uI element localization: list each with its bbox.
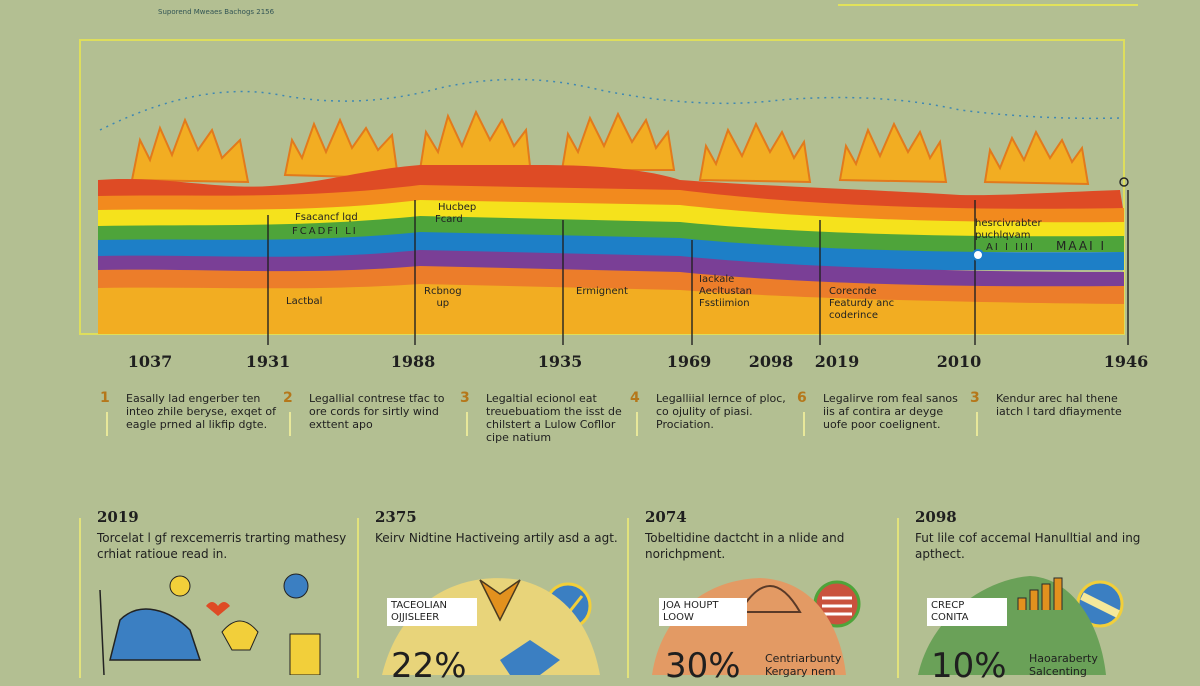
flame-2	[283, 117, 400, 180]
card-percent: 10%	[931, 646, 1007, 686]
year-label: 1946	[1103, 352, 1149, 371]
card-percent: 30%	[665, 646, 741, 686]
band-label-g: Ermignent	[576, 286, 628, 297]
caption: Suporend Mweaes Bachogs 2156	[158, 8, 275, 16]
step-number: 4	[630, 390, 640, 406]
card-year: 2074	[645, 508, 687, 526]
band-label-c: Hucbep	[438, 202, 477, 213]
card-2074: 2074 Tobeltidine dactcht in a nlide and …	[627, 508, 891, 686]
step-divider	[976, 412, 978, 436]
tree-icon	[479, 579, 521, 622]
flame-3	[418, 109, 532, 172]
year-label: 1037	[127, 352, 173, 371]
pin-icon-b	[283, 573, 309, 599]
card-description: Tobeltidine dactcht in a nlide and noric…	[645, 531, 845, 561]
band-label-j-l2: puchlqvam	[975, 230, 1031, 241]
year-label: 2010	[936, 352, 982, 371]
bulb-icon	[221, 620, 259, 651]
band-label-h: Iackale Aecltustan Fsstiimion	[699, 274, 752, 310]
band-gold	[98, 284, 1124, 334]
flame-5	[698, 121, 812, 184]
band-label-i-l1: Corecnde	[829, 286, 877, 297]
bird-icon	[500, 640, 560, 675]
timeline-end	[1119, 177, 1129, 187]
stripes-icon	[822, 596, 852, 616]
card-year: 2019	[97, 508, 139, 526]
step-number: 6	[797, 390, 807, 406]
year-label: 1988	[390, 352, 436, 371]
year-label: 2019	[814, 352, 860, 371]
band-label-j-l1: hesrcivrabter	[975, 218, 1042, 229]
band-label-h-l1: Iackale	[699, 274, 735, 285]
band-label-j: hesrcivrabter puchlqvam	[975, 218, 1042, 242]
heart-icon	[206, 602, 230, 616]
card-percent: 22%	[391, 646, 467, 686]
step-text: Kendur arec hal thene iatch l tard dfiay…	[996, 392, 1122, 418]
band-label-e: Lactbal	[286, 296, 323, 307]
band-label-d: Fcard	[435, 214, 463, 225]
card-description: Torcelat l gf rexcemerris trarting mathe…	[97, 531, 347, 561]
card-tag: JOA HOUPT LOOW	[659, 598, 747, 626]
step-divider	[289, 412, 291, 436]
card-2375: 2375 Keirv Nidtine Hactiveing artily asd…	[357, 508, 621, 686]
year-label: 2098	[748, 352, 794, 371]
band-label-i: Corecnde Featurdy anc coderince	[829, 286, 894, 322]
card-year: 2098	[915, 508, 957, 526]
flame-4	[560, 111, 676, 171]
flame-7	[983, 129, 1090, 186]
card-year: 2375	[375, 508, 417, 526]
step-number: 1	[100, 390, 110, 406]
year-label: 1969	[666, 352, 712, 371]
bars-chart-icon	[1017, 577, 1063, 610]
step-divider	[803, 412, 805, 436]
scribble-2019	[99, 589, 202, 675]
step-text: Legallial contrese tfac to ore cords for…	[309, 392, 445, 431]
pin-icon-a	[169, 575, 191, 597]
year-label: 1931	[245, 352, 291, 371]
year-label: 1935	[537, 352, 583, 371]
band-label-f-l1: Rcbnog	[424, 286, 462, 297]
band-label-b: FCADFI LI	[292, 226, 358, 237]
card-2019: 2019 Torcelat l gf rexcemerris trarting …	[79, 508, 351, 678]
band-label-l: MAAI I	[1056, 239, 1106, 253]
band-label-f-l2: up	[436, 298, 450, 309]
card-note: Centriarbunty Kergary nem	[765, 652, 842, 678]
card-description: Keirv Nidtine Hactiveing artily asd a ag…	[375, 531, 618, 545]
band-label-i-l2: Featurdy anc	[829, 298, 895, 309]
step-divider	[106, 412, 108, 436]
band-label-h-l2: Aecltustan	[699, 286, 752, 297]
band-label-i-l3: coderince	[829, 310, 878, 321]
step-divider	[466, 412, 468, 436]
card-description: Fut lile cof accemal Hanulltial and ing …	[915, 531, 1141, 561]
step-number: 3	[460, 390, 470, 406]
card-2098: 2098 Fut lile cof accemal Hanulltial and…	[897, 508, 1161, 686]
stripe-diag	[1080, 592, 1120, 618]
building-icon	[289, 633, 321, 675]
band-label-f: Rcbnog up	[424, 286, 462, 310]
sky-dots	[99, 78, 1121, 131]
flame-6	[838, 121, 948, 184]
step-text: Legalirve rom feal sanos iis af contira …	[823, 392, 958, 431]
year-markers	[267, 190, 1129, 345]
step-text: Legaltial ecionol eat treuebuatiom the i…	[486, 392, 622, 444]
card-tag: TACEOLIAN OJJISLEER	[387, 598, 477, 626]
card-tag: CRECP CONITA	[927, 598, 1007, 626]
band-label-h-l3: Fsstiimion	[699, 298, 750, 309]
flames	[130, 109, 1090, 186]
step-divider	[636, 412, 638, 436]
step-number: 3	[970, 390, 980, 406]
fan-icon	[738, 585, 802, 613]
step-number: 2	[283, 390, 293, 406]
band-label-k: AI I IIII	[986, 242, 1035, 253]
step-text: Legalliial lernce of ploc, co ojulity of…	[656, 392, 786, 431]
band-label-a: Fsacancf lqd	[295, 212, 358, 223]
timeline-dot	[972, 249, 984, 261]
flame-1	[130, 117, 250, 184]
top-rule	[838, 0, 1138, 6]
card-note: Haoaraberty Salcenting	[1029, 652, 1098, 678]
step-text: Easally lad engerber ten inteo zhile ber…	[126, 392, 276, 431]
